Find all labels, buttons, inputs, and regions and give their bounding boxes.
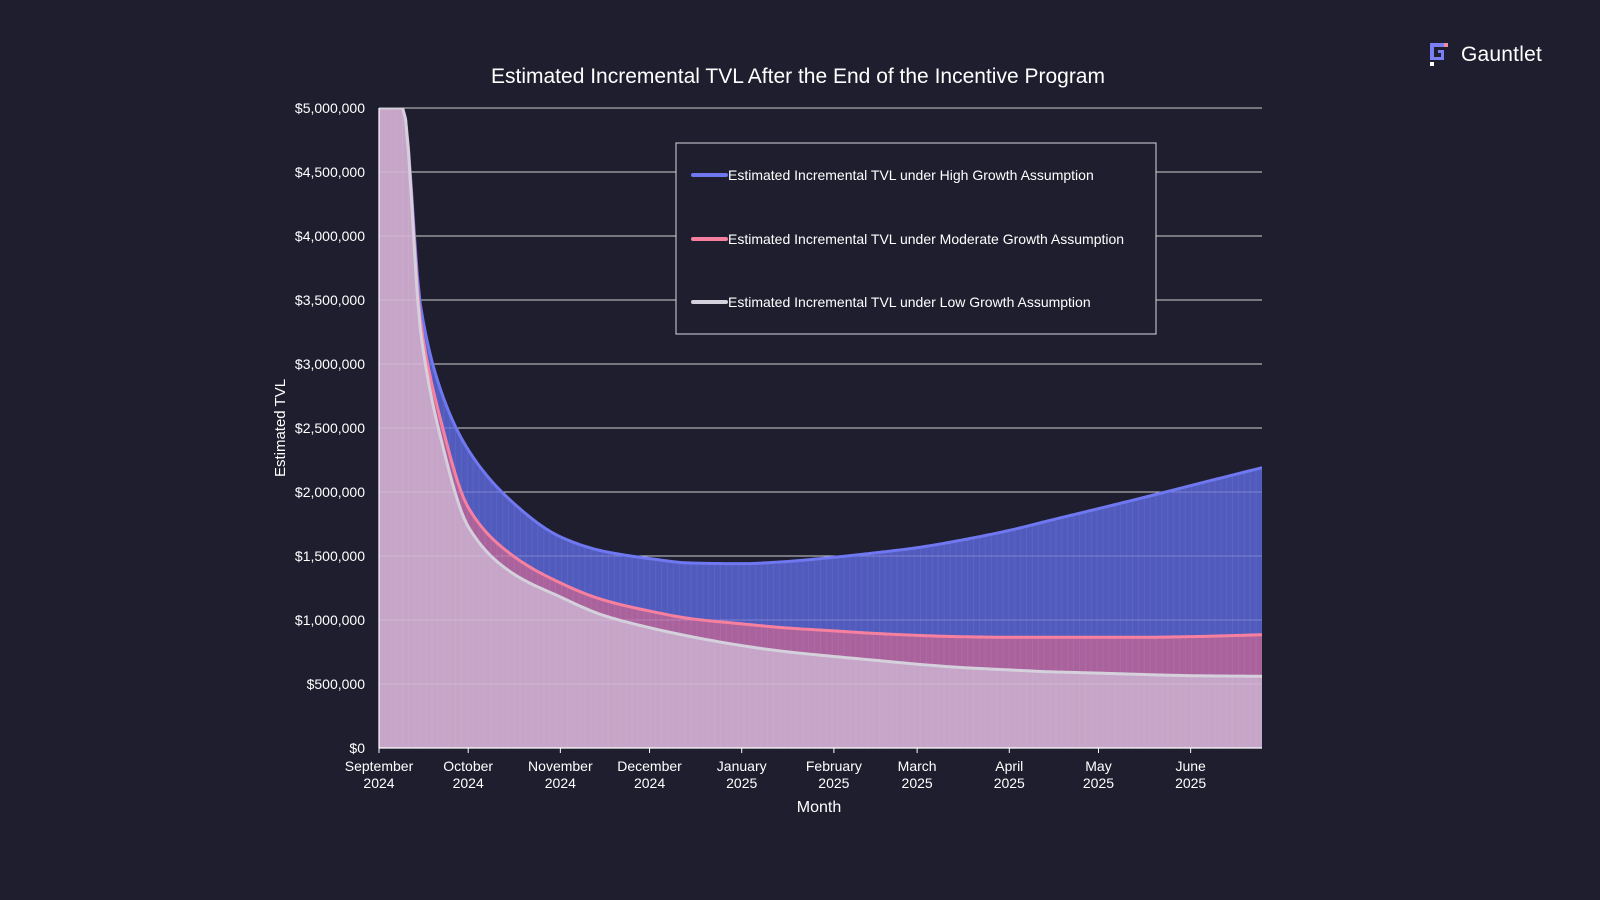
x-tick-year: 2025 [726, 775, 757, 791]
chart-title: Estimated Incremental TVL After the End … [491, 65, 1105, 88]
y-tick-label: $0 [349, 740, 365, 756]
y-tick-label: $1,000,000 [295, 612, 365, 628]
plot-area [379, 108, 1262, 748]
legend-label: Estimated Incremental TVL under Moderate… [728, 231, 1124, 247]
brand: Gauntlet [1427, 40, 1542, 70]
legend-label: Estimated Incremental TVL under Low Grow… [728, 294, 1091, 310]
y-tick-label: $1,500,000 [295, 548, 365, 564]
low-growth-line [379, 108, 1262, 678]
y-tick-label: $5,000,000 [295, 100, 365, 116]
x-tick-label: May 2025 [1083, 758, 1114, 791]
x-tick-month: February [806, 758, 862, 774]
y-tick-label: $3,500,000 [295, 292, 365, 308]
legend-label: Estimated Incremental TVL under High Gro… [728, 167, 1094, 183]
y-axis-label: Estimated TVL [272, 379, 289, 477]
x-tick-month: December [617, 758, 682, 774]
x-tick-year: 2025 [818, 775, 849, 791]
x-tick-label: January 2025 [717, 758, 767, 791]
x-tick-label: October 2024 [443, 758, 493, 791]
x-tick-label: November 2024 [528, 758, 593, 791]
x-tick-label: April 2025 [994, 758, 1025, 791]
x-tick-month: June [1175, 758, 1206, 774]
moderate-growth-line [379, 108, 1262, 639]
low-growth-area [379, 108, 1262, 748]
y-tick-label: $2,000,000 [295, 484, 365, 500]
x-tick-year: 2025 [1175, 775, 1206, 791]
x-tick-month: September [345, 758, 414, 774]
x-tick-year: 2025 [994, 775, 1025, 791]
x-tick-label: February 2025 [806, 758, 862, 791]
x-tick-year: 2024 [363, 775, 394, 791]
x-tick-month: October [443, 758, 493, 774]
y-tick-label: $4,000,000 [295, 228, 365, 244]
x-tick-month: May [1085, 758, 1111, 774]
x-tick-year: 2024 [453, 775, 484, 791]
x-tick-year: 2024 [545, 775, 576, 791]
x-tick-month: January [717, 758, 767, 774]
y-tick-label: $4,500,000 [295, 164, 365, 180]
x-tick-label: June 2025 [1175, 758, 1206, 791]
x-tick-label: March 2025 [898, 758, 937, 791]
gauntlet-logo-icon [1430, 43, 1448, 66]
x-tick-year: 2025 [902, 775, 933, 791]
legend: Estimated Incremental TVL under High Gro… [675, 142, 1157, 335]
y-tick-label: $3,000,000 [295, 356, 365, 372]
legend-box [675, 142, 1157, 335]
x-tick-month: November [528, 758, 593, 774]
y-tick-label: $500,000 [307, 676, 366, 692]
brand-name: Gauntlet [1461, 43, 1542, 66]
high-growth-area [379, 108, 1262, 748]
x-tick-year: 2025 [1083, 775, 1114, 791]
y-tick-label: $2,500,000 [295, 420, 365, 436]
high-growth-line [379, 108, 1262, 566]
x-tick-label: September 2024 [345, 758, 414, 791]
area-hatching [379, 108, 1262, 748]
x-tick-label: December 2024 [617, 758, 682, 791]
x-tick-month: April [995, 758, 1023, 774]
x-tick-year: 2024 [634, 775, 665, 791]
x-axis-label: Month [797, 799, 841, 816]
y-tick-labels: $0 $500,000 $1,000,000 $1,500,000 $2,000,000… [295, 100, 365, 756]
x-tick-month: March [898, 758, 937, 774]
